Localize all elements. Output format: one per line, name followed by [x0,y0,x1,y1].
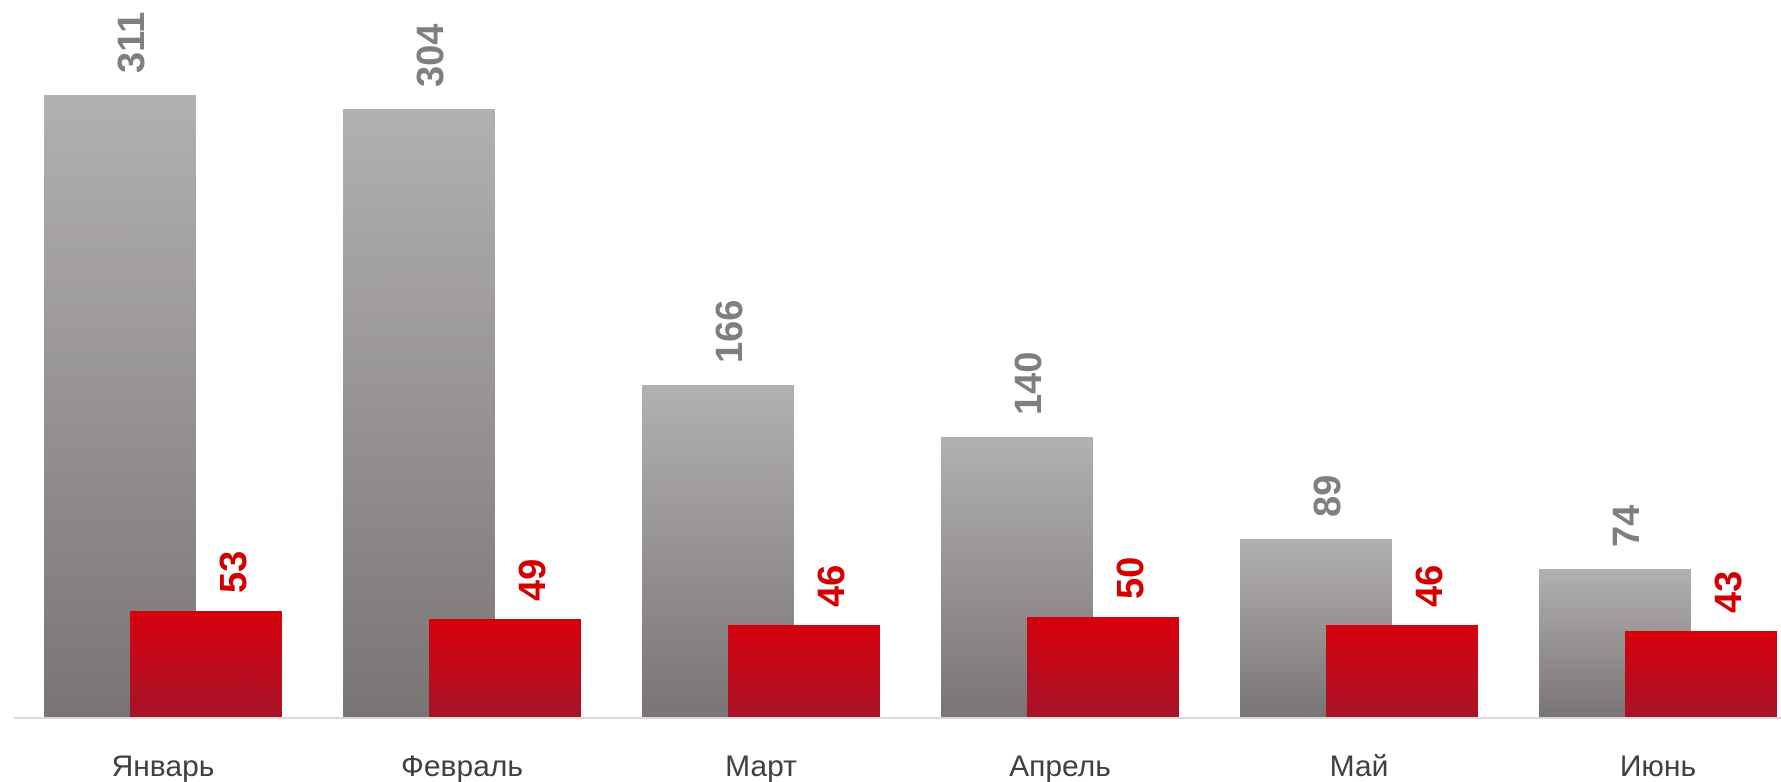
category-label-5: Май [1330,750,1389,782]
bar-series2-4 [1027,617,1179,717]
labels-layer: 311 53 Январь 304 49 Февраль 166 46 Март 140 50 Апр… [111,12,1750,782]
value-label-series1-1: 311 [111,12,153,73]
bars-layer [44,95,1777,717]
bar-series2-6 [1625,631,1777,717]
value-label-series2-1: 53 [213,551,255,593]
value-label-series1-6: 74 [1606,505,1648,547]
value-label-series1-2: 304 [410,24,452,87]
category-label-1: Январь [112,750,215,782]
bar-series2-3 [728,625,880,717]
bar-series2-5 [1326,625,1478,717]
category-label-6: Июнь [1620,750,1696,782]
bar-series2-2 [429,619,581,717]
bar-series2-1 [130,611,282,717]
value-label-series2-4: 50 [1110,557,1152,599]
value-label-series1-4: 140 [1008,352,1050,415]
value-label-series1-5: 89 [1307,475,1349,517]
value-label-series2-3: 46 [811,565,853,607]
value-label-series2-6: 43 [1708,571,1750,613]
bar-series1-2 [343,109,495,717]
category-label-3: Март [725,750,797,782]
value-label-series2-2: 49 [512,559,554,601]
value-label-series1-3: 166 [709,300,751,363]
value-label-series2-5: 46 [1409,565,1451,607]
category-label-2: Февраль [401,750,523,782]
category-label-4: Апрель [1009,750,1111,782]
